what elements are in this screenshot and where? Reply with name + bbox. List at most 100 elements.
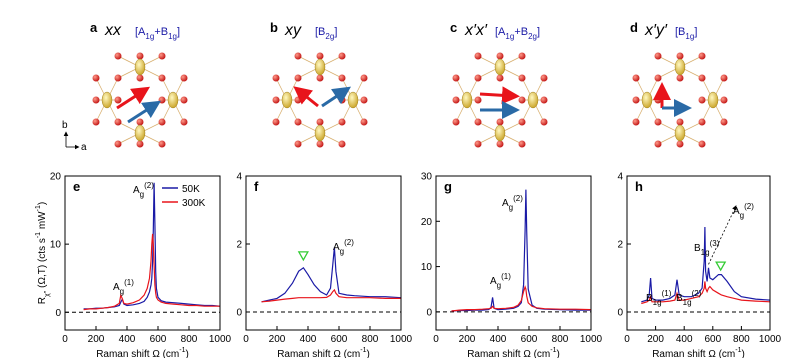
panel-letter: e xyxy=(73,179,80,194)
superscript: -1 xyxy=(550,347,556,354)
data xyxy=(641,226,770,305)
text-run: ] xyxy=(334,26,337,38)
text-run: B xyxy=(646,293,653,304)
spectrum-panel: 0 200 400 600 800 1000 0 10 20 30 g Raman shift Ω (… xyxy=(421,172,603,358)
peak-label: Ag(2) xyxy=(133,181,154,199)
text-run: [B xyxy=(315,26,325,38)
x-tick-label: 400 xyxy=(300,334,317,345)
annotation-arrow xyxy=(708,205,737,265)
subscript: 1g xyxy=(145,32,154,41)
x-tick-label: 0 xyxy=(243,334,249,345)
atom xyxy=(676,74,684,82)
scattering-geometry: x′y′ xyxy=(644,22,668,39)
subscript: g xyxy=(340,247,344,256)
atom xyxy=(316,52,324,60)
text-run: ) xyxy=(556,349,559,358)
atom xyxy=(158,140,166,148)
y-tick-label: 20 xyxy=(50,172,62,183)
x-tick-label: 200 xyxy=(459,334,476,345)
text-run: [A xyxy=(135,26,146,38)
y-tick-label: 10 xyxy=(421,262,433,273)
atom xyxy=(101,91,113,109)
plot-frame xyxy=(626,175,771,331)
peak-label: Ag(1) xyxy=(113,278,134,296)
text-run: mW xyxy=(37,211,48,232)
subscript: 1g xyxy=(505,32,514,41)
atom xyxy=(540,96,548,104)
x-axis-label: Raman shift Ω (cm-1) xyxy=(652,347,745,358)
y-tick-label: 30 xyxy=(421,172,433,183)
y-tick-label: 4 xyxy=(236,172,242,183)
atom xyxy=(674,58,686,76)
atom xyxy=(676,118,684,126)
lattice xyxy=(92,52,188,148)
symmetry-label: [A1g+B2g] xyxy=(495,26,540,41)
x-tick-label: 1000 xyxy=(580,334,603,345)
x-axis-label: Raman shift Ω (cm-1) xyxy=(467,347,560,358)
atom xyxy=(707,91,719,109)
subscript: 1g xyxy=(701,248,710,257)
atom xyxy=(494,124,506,142)
atom xyxy=(360,74,368,82)
atom xyxy=(272,118,280,126)
subscript: 1g xyxy=(683,298,692,307)
atom xyxy=(180,74,188,82)
x-tick-label: 0 xyxy=(433,334,439,345)
data xyxy=(451,189,591,312)
data-line xyxy=(451,285,591,312)
atom xyxy=(720,74,728,82)
polarization-arrow xyxy=(321,86,351,108)
subscript: χ'' xyxy=(44,291,51,297)
atom xyxy=(632,118,640,126)
subscript: g xyxy=(140,190,144,199)
text-run: ) xyxy=(366,349,369,358)
superscript: -1 xyxy=(35,205,42,211)
atom xyxy=(518,118,526,126)
data-line xyxy=(83,182,220,310)
atom xyxy=(136,118,144,126)
data-line xyxy=(83,233,220,311)
subscript: g xyxy=(509,203,513,212)
atom xyxy=(158,52,166,60)
atom xyxy=(114,74,122,82)
atom xyxy=(496,52,504,60)
atom xyxy=(92,96,100,104)
atom xyxy=(281,91,293,109)
text-run: A xyxy=(490,276,497,287)
subscript: 1g xyxy=(653,298,662,307)
superscript: -1 xyxy=(35,232,42,238)
text-run: R xyxy=(37,297,48,304)
atom xyxy=(316,140,324,148)
text-run: A xyxy=(502,198,509,209)
atom xyxy=(314,124,326,142)
plot-frame xyxy=(435,175,592,331)
atom xyxy=(92,74,100,82)
subscript: 1g xyxy=(168,32,177,41)
plot-frame xyxy=(64,175,221,331)
x-tick-label: 800 xyxy=(733,334,750,345)
subscript: 2g xyxy=(325,32,334,41)
peak-label: B1g(3) xyxy=(694,239,720,257)
atom xyxy=(474,118,482,126)
y-tick-label: 0 xyxy=(236,307,242,318)
scattering-geometry: xx xyxy=(104,22,122,39)
y-tick-label: 2 xyxy=(617,239,623,250)
subscript: 2g xyxy=(528,32,537,41)
atom xyxy=(338,52,346,60)
polarization-arrow xyxy=(116,86,151,110)
peak-label: B1g(2) xyxy=(676,289,702,307)
superscript: (1) xyxy=(501,272,511,281)
y-tick-label: 0 xyxy=(426,307,432,318)
panel-letter: g xyxy=(444,179,452,194)
superscript: (2) xyxy=(144,181,154,190)
x-tick-label: 800 xyxy=(552,334,569,345)
panel-letter: c xyxy=(450,20,457,35)
atom xyxy=(654,118,662,126)
atom xyxy=(294,96,302,104)
atom xyxy=(338,74,346,82)
atom xyxy=(114,118,122,126)
text-run: ) xyxy=(185,349,188,358)
superscript: (1) xyxy=(662,289,672,298)
superscript: (2) xyxy=(513,194,523,203)
data-line xyxy=(451,189,591,312)
